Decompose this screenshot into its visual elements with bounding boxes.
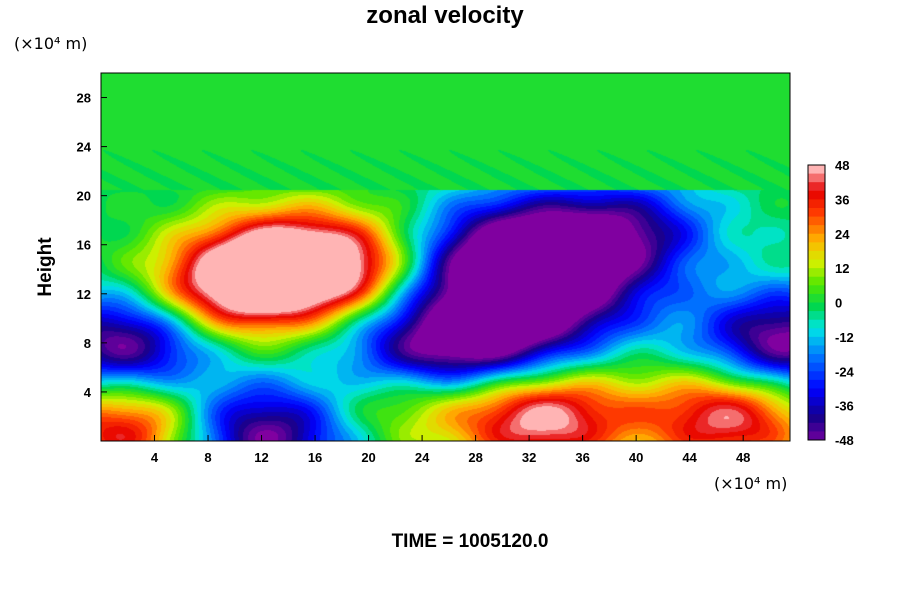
y-unit-label: (×10⁴ m) bbox=[14, 34, 88, 53]
chart-title: zonal velocity bbox=[366, 2, 524, 29]
colorbar-segment bbox=[808, 190, 825, 200]
colorbar-label: -48 bbox=[835, 433, 854, 448]
colorbar-label: 12 bbox=[835, 261, 849, 276]
x-tick-label: 28 bbox=[468, 450, 482, 465]
y-tick-label: 8 bbox=[84, 336, 91, 351]
y-tick-label: 24 bbox=[77, 140, 92, 155]
colorbar-segment bbox=[808, 182, 825, 192]
x-unit-label: (×10⁴ m) bbox=[714, 474, 788, 493]
colorbar-segment bbox=[808, 276, 825, 286]
colorbar-segment bbox=[808, 293, 825, 303]
x-tick-label: 40 bbox=[629, 450, 643, 465]
colorbar-segment bbox=[808, 302, 825, 312]
colorbar: 48 36 24 12 0 -12 -24 -36 -48 bbox=[807, 158, 855, 448]
y-tick-label: 28 bbox=[77, 91, 91, 106]
colorbar-segment bbox=[808, 268, 825, 278]
plot-area bbox=[101, 73, 790, 441]
x-tick-label: 24 bbox=[415, 450, 430, 465]
colorbar-segment bbox=[808, 345, 825, 355]
x-tick-label: 12 bbox=[254, 450, 268, 465]
x-tick-label: 44 bbox=[682, 450, 697, 465]
colorbar-segment bbox=[808, 362, 825, 372]
colorbar-segment bbox=[808, 397, 825, 407]
colorbar-segment bbox=[808, 414, 825, 424]
colorbar-label: -24 bbox=[835, 364, 855, 379]
x-tick-label: 48 bbox=[736, 450, 750, 465]
colorbar-segment bbox=[808, 405, 825, 415]
x-tick-label: 32 bbox=[522, 450, 536, 465]
velocity-field bbox=[101, 73, 790, 441]
time-label: TIME = 1005120.0 bbox=[391, 531, 549, 552]
colorbar-label: 48 bbox=[835, 158, 849, 173]
colorbar-segment bbox=[808, 371, 825, 381]
x-tick-label: 8 bbox=[204, 450, 211, 465]
colorbar-segment bbox=[808, 328, 825, 338]
colorbar-segment bbox=[808, 259, 825, 269]
colorbar-segment bbox=[808, 173, 825, 183]
y-tick-label: 20 bbox=[77, 189, 91, 204]
colorbar-segment bbox=[808, 431, 825, 441]
colorbar-segment bbox=[808, 165, 825, 175]
colorbar-label: 36 bbox=[835, 192, 849, 207]
colorbar-segment bbox=[808, 379, 825, 389]
colorbar-label: -12 bbox=[835, 330, 854, 345]
colorbar-segment bbox=[808, 311, 825, 321]
colorbar-segment bbox=[808, 336, 825, 346]
colorbar-segment bbox=[808, 250, 825, 261]
colorbar-label: 24 bbox=[835, 227, 850, 242]
colorbar-segment bbox=[808, 199, 825, 209]
colorbar-segment bbox=[808, 233, 825, 243]
x-ticks: 4 8 12 16 20 24 28 32 36 40 44 48 bbox=[151, 435, 750, 465]
colorbar-segment bbox=[808, 422, 825, 432]
colorbar-segment bbox=[808, 242, 825, 252]
colorbar-segment bbox=[808, 388, 825, 398]
x-tick-label: 36 bbox=[575, 450, 589, 465]
colorbar-segment bbox=[808, 216, 825, 226]
colorbar-segment bbox=[808, 207, 825, 218]
y-tick-label: 12 bbox=[77, 287, 91, 302]
colorbar-segment bbox=[808, 354, 825, 364]
x-tick-label: 20 bbox=[361, 450, 375, 465]
plot-frame bbox=[100, 72, 791, 442]
colorbar-label: 0 bbox=[835, 296, 842, 311]
y-tick-label: 4 bbox=[84, 385, 92, 400]
colorbar-segment bbox=[808, 225, 825, 235]
colorbar-segment bbox=[808, 285, 825, 295]
x-tick-label: 4 bbox=[151, 450, 159, 465]
x-tick-label: 16 bbox=[308, 450, 322, 465]
colorbar-label: -36 bbox=[835, 399, 854, 414]
colorbar-frame bbox=[807, 164, 826, 441]
y-tick-label: 16 bbox=[77, 238, 91, 253]
y-ticks: 4 8 12 16 20 24 28 bbox=[77, 91, 107, 400]
colorbar-segment bbox=[808, 319, 825, 329]
